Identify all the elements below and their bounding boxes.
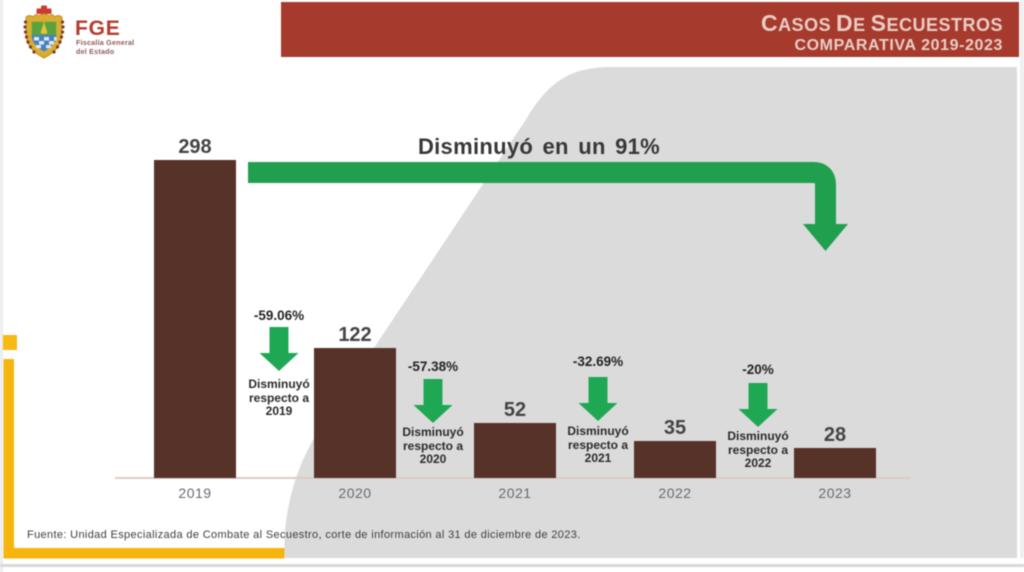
year-label: 2019 (178, 485, 212, 501)
slide-title: CASOS DE SECUESTROS (760, 10, 1003, 36)
logo-acronym: FGE (75, 17, 121, 40)
year-label: 2021 (498, 485, 532, 501)
decrease-caption: Disminuyó respecto a 2021 (567, 424, 629, 465)
x-axis-line (115, 477, 910, 479)
bar-value-label: 28 (823, 424, 847, 446)
year-label: 2022 (658, 485, 692, 501)
bar-value-label: 122 (338, 324, 372, 346)
decrease-caption: Disminuyó respecto a 2019 (248, 377, 310, 418)
bar-2023 (794, 448, 876, 478)
green-down-arrow-icon (738, 383, 778, 427)
source-note: Fuente: Unidad Especializada de Combate … (27, 529, 581, 541)
green-down-arrow-icon (413, 379, 453, 423)
overall-decrease-label: Disminuyó en un 91% (417, 134, 661, 159)
bar-value-label: 35 (663, 417, 687, 439)
logo-org-line1: Fiscalía General (76, 38, 135, 47)
bar-2021 (474, 423, 556, 478)
green-down-arrow-icon (578, 377, 618, 421)
year-label: 2023 (818, 485, 852, 501)
yellow-horizontal-bar (3, 548, 285, 559)
decrease-caption: Disminuyó respecto a 2022 (727, 429, 789, 470)
bottom-divider-line (0, 564, 1024, 567)
right-edge-strip (1020, 0, 1024, 558)
yellow-square-accent (1, 335, 17, 350)
logo-org-line2: del Estado (76, 46, 115, 56)
bar-2019 (154, 160, 236, 478)
logo-org-name: Fiscalía General del Estado (76, 38, 135, 56)
bar-value-label: 298 (178, 136, 212, 158)
left-edge-strip (0, 0, 3, 572)
decrease-pct-label: -20% (742, 362, 774, 377)
decrease-pct-label: -32.69% (572, 354, 624, 369)
slide-subtitle: COMPARATIVA 2019-2023 (794, 37, 1003, 54)
yellow-vertical-bar (3, 359, 14, 558)
decrease-caption: Disminuyó respecto a 2020 (402, 425, 464, 466)
veracruz-coat-of-arms-icon (23, 5, 65, 59)
bar-2020 (314, 348, 396, 478)
bar-value-label: 52 (503, 399, 527, 421)
decrease-pct-label: -57.38% (407, 359, 459, 374)
header-band: CASOS DE SECUESTROS COMPARATIVA 2019-202… (281, 2, 1019, 57)
year-label: 2020 (338, 485, 372, 501)
bar-2022 (634, 441, 716, 478)
decrease-pct-label: -59.06% (253, 308, 305, 323)
green-down-arrow-icon (259, 327, 299, 371)
